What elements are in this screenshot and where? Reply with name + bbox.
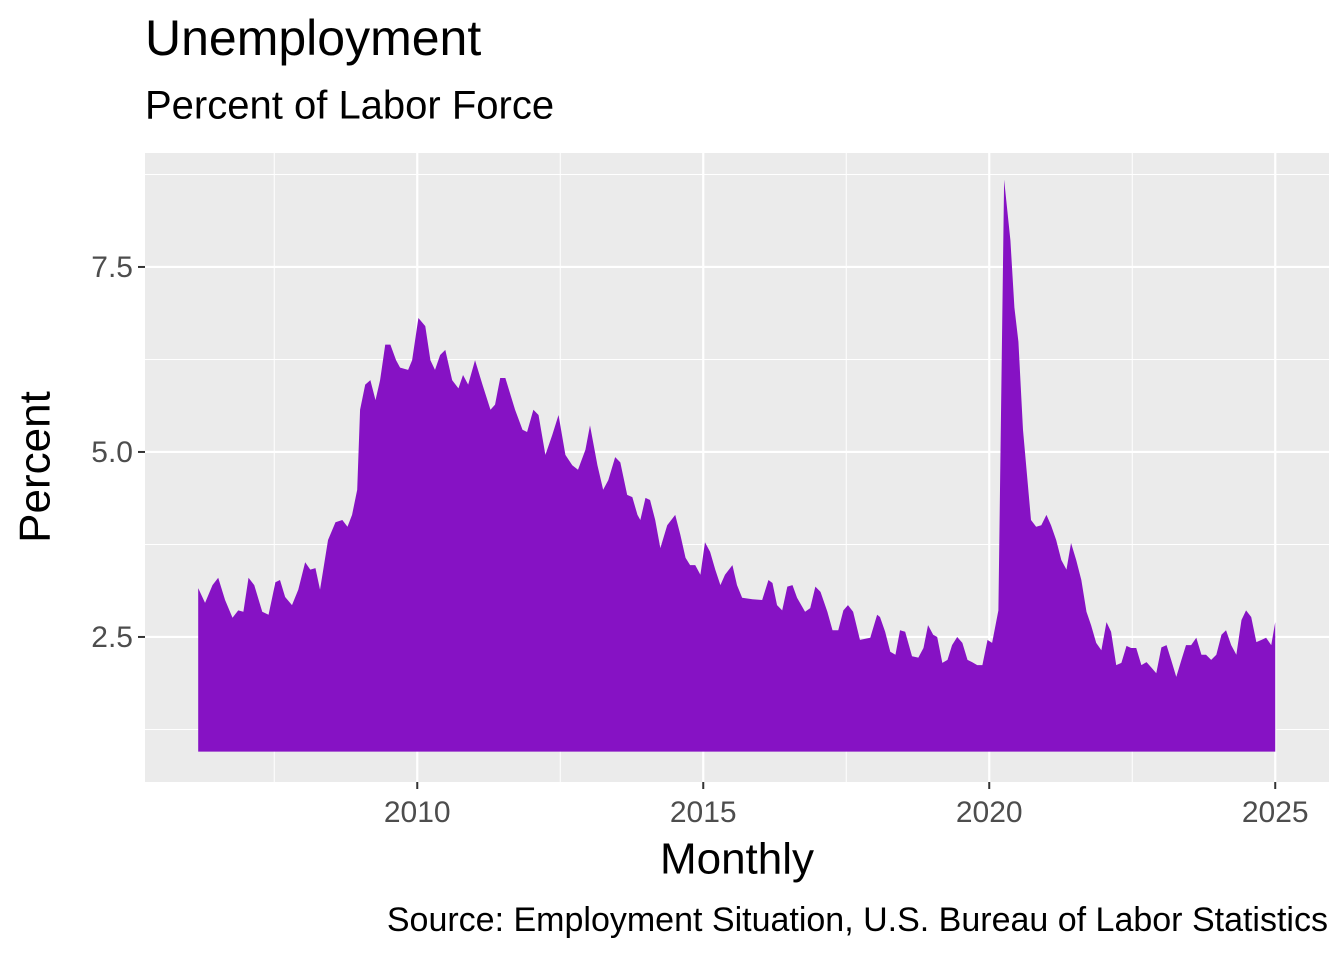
chart-subtitle: Percent of Labor Force	[145, 84, 554, 128]
y-axis-label: Percent	[11, 391, 60, 543]
y-tick-label: 7.5	[91, 251, 133, 284]
x-axis-label: Monthly	[660, 835, 814, 884]
x-tick-label: 2015	[670, 796, 737, 829]
y-tick-label: 2.5	[91, 621, 133, 654]
chart-title: Unemployment	[145, 10, 481, 66]
y-tick-label: 5.0	[91, 436, 133, 469]
x-tick-label: 2025	[1242, 796, 1309, 829]
area	[198, 179, 1276, 752]
x-tick-label: 2010	[384, 796, 451, 829]
x-tick-label: 2020	[956, 796, 1023, 829]
caption: Source: Employment Situation, U.S. Burea…	[387, 901, 1328, 939]
